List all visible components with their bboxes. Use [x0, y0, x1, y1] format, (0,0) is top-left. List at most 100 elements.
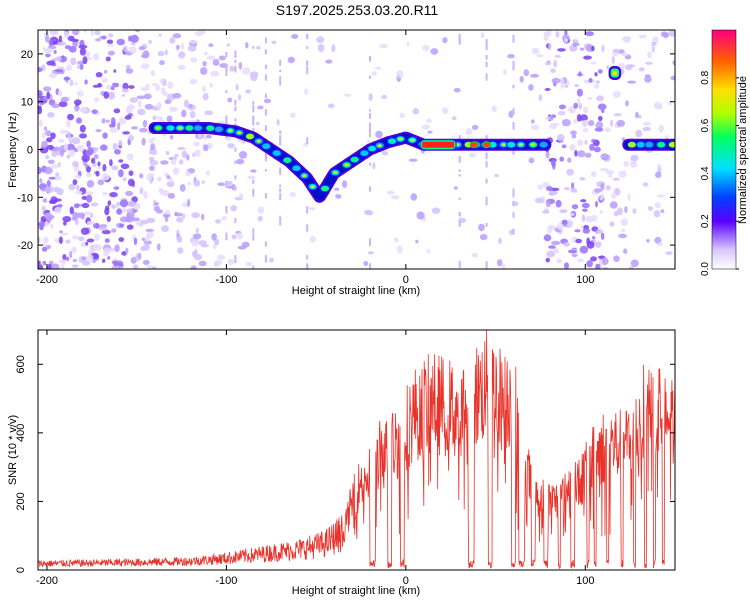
- noise-speckle: [189, 57, 198, 63]
- noise-speckle: [110, 86, 115, 91]
- noise-speckle: [71, 137, 81, 145]
- noise-speckle: [86, 238, 95, 243]
- noise-streak: [225, 208, 228, 214]
- noise-speckle: [74, 81, 78, 86]
- ridge-blob-center: [156, 126, 161, 130]
- noise-speckle: [508, 110, 514, 119]
- noise-speckle: [90, 30, 94, 37]
- noise-speckle: [43, 86, 52, 92]
- noise-speckle: [644, 76, 652, 83]
- noise-speckle: [309, 236, 316, 243]
- noise-speckle: [106, 119, 110, 124]
- noise-speckle: [65, 64, 73, 71]
- noise-speckle: [547, 30, 552, 37]
- noise-speckle: [519, 75, 524, 83]
- noise-speckle: [109, 159, 113, 167]
- noise-streak: [279, 167, 282, 176]
- y-tick-label: 0: [15, 567, 27, 573]
- noise-speckle: [109, 192, 118, 198]
- noise-speckle: [38, 221, 45, 228]
- noise-speckle: [150, 69, 156, 77]
- noise-speckle: [600, 232, 605, 240]
- noise-speckle: [86, 254, 94, 262]
- noise-speckle: [642, 182, 649, 187]
- noise-speckle: [291, 34, 299, 39]
- noise-speckle: [558, 104, 566, 110]
- noise-speckle: [91, 109, 98, 114]
- noise-speckle: [130, 256, 137, 264]
- noise-speckle: [128, 85, 135, 89]
- noise-streak: [458, 169, 461, 172]
- x-tick-label: -200: [36, 575, 58, 587]
- noise-speckle: [137, 108, 146, 116]
- noise-speckle: [145, 83, 150, 91]
- ridge-blob: [245, 132, 255, 141]
- ridge-blob: [349, 155, 360, 164]
- noise-speckle: [142, 50, 150, 59]
- noise-speckle: [126, 208, 134, 214]
- noise-speckle: [143, 93, 152, 100]
- noise-speckle: [656, 194, 666, 198]
- noise-speckle: [118, 169, 124, 178]
- noise-speckle: [203, 144, 209, 152]
- noise-speckle: [142, 119, 148, 128]
- noise-speckle: [95, 72, 103, 78]
- noise-speckle: [561, 119, 571, 127]
- noise-speckle: [210, 70, 220, 77]
- noise-speckle: [54, 56, 63, 62]
- noise-speckle: [528, 84, 534, 91]
- noise-streak: [234, 147, 237, 152]
- noise-speckle: [76, 144, 85, 152]
- noise-speckle: [431, 207, 441, 214]
- ridge-blob-center: [531, 143, 536, 147]
- ridge-blob-center: [501, 143, 506, 147]
- noise-speckle: [245, 261, 252, 267]
- noise-speckle: [46, 91, 51, 99]
- noise-speckle: [317, 44, 325, 52]
- ridge-blob: [282, 156, 293, 164]
- noise-speckle: [590, 256, 597, 262]
- noise-speckle: [371, 71, 377, 76]
- noise-speckle: [554, 54, 561, 58]
- noise-speckle: [589, 143, 595, 151]
- noise-speckle: [577, 97, 581, 105]
- noise-streak: [512, 84, 515, 89]
- noise-speckle: [571, 134, 577, 139]
- noise-speckle: [566, 81, 571, 85]
- ridge-blob: [261, 142, 272, 150]
- noise-streak: [369, 263, 371, 269]
- spectrogram-frame: [37, 29, 676, 270]
- noise-speckle: [427, 130, 433, 134]
- noise-speckle: [406, 41, 410, 47]
- noise-speckle: [375, 130, 383, 139]
- noise-speckle: [594, 188, 602, 193]
- noise-speckle: [87, 147, 94, 156]
- ridge-blob-center: [237, 131, 242, 135]
- y-tick-label: -20: [17, 240, 33, 252]
- noise-speckle: [145, 228, 154, 233]
- noise-streak: [485, 160, 488, 168]
- noise-speckle: [87, 57, 93, 61]
- noise-speckle: [181, 150, 188, 159]
- noise-speckle: [211, 233, 217, 241]
- noise-speckle: [129, 97, 139, 103]
- noise-speckle: [572, 43, 577, 48]
- noise-speckle: [166, 175, 171, 180]
- noise-speckle: [583, 55, 592, 60]
- noise-speckle: [543, 33, 549, 41]
- noise-speckle: [159, 60, 165, 66]
- noise-speckle: [41, 246, 48, 252]
- noise-speckle: [58, 101, 68, 108]
- noise-streak: [512, 203, 515, 207]
- noise-speckle: [569, 143, 576, 152]
- noise-streak: [369, 133, 371, 138]
- ridge-blob-center: [228, 129, 233, 133]
- noise-speckle: [54, 206, 62, 214]
- snr-ticks: -200 -100 0 100 0 200 400 600: [15, 330, 675, 587]
- noise-streak: [485, 152, 488, 160]
- noise-streak: [306, 263, 309, 269]
- snr-series-line: [38, 330, 675, 569]
- noise-speckle: [198, 30, 206, 35]
- noise-speckle: [50, 164, 59, 169]
